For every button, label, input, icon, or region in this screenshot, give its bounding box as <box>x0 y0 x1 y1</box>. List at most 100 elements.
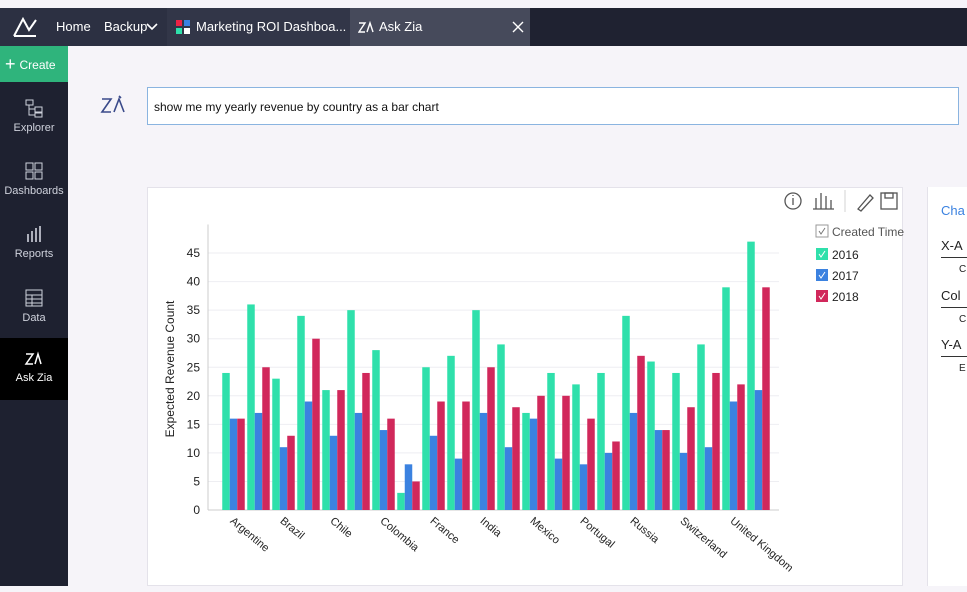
bar <box>697 344 705 510</box>
bar <box>647 361 655 510</box>
close-icon[interactable] <box>512 21 524 33</box>
legend-title-box <box>815 224 829 238</box>
bar <box>687 407 695 510</box>
chart-panel: Expected Revenue Count Created Time 0 5 10… <box>147 187 904 586</box>
x-tick-label: Colombia <box>378 515 422 555</box>
top-bar: Home Backup Marketing ROI Dashboa... Ask… <box>0 8 967 46</box>
active-tab-bg <box>350 8 530 46</box>
tab[interactable]: Ask Zia <box>379 19 423 34</box>
bar <box>222 372 230 510</box>
bar <box>237 418 245 510</box>
bar <box>537 395 545 510</box>
bar <box>387 418 395 510</box>
y-tick-label: 0 <box>193 503 200 517</box>
y-tick-label: 30 <box>187 332 201 346</box>
bar <box>472 310 480 510</box>
chart-type-icon[interactable] <box>813 193 834 210</box>
query-input[interactable]: show me my yearly revenue by country as … <box>147 87 959 125</box>
bar <box>722 287 730 510</box>
nav-label: Data <box>22 312 46 324</box>
bar <box>712 372 720 510</box>
x-tick-label: Russia <box>628 515 662 546</box>
nav-label: Explorer <box>13 122 55 134</box>
nav-label: Ask Zia <box>15 372 53 384</box>
bar <box>579 464 588 510</box>
bar <box>254 412 263 510</box>
bar <box>762 287 770 510</box>
legend-swatch <box>816 269 828 281</box>
save-icon[interactable] <box>880 192 898 210</box>
bar <box>297 315 305 510</box>
x-tick-label: United Kingdom <box>728 515 796 575</box>
bar <box>479 412 488 510</box>
side-section: Y-A <box>941 337 962 352</box>
y-tick-label: 15 <box>187 417 201 431</box>
tab[interactable]: Home <box>56 19 91 34</box>
legend-label: 2016 <box>832 248 859 262</box>
nav-ask-zia[interactable]: Ask Zia <box>0 338 68 400</box>
bar <box>597 372 605 510</box>
nav-data[interactable]: Data <box>0 278 68 340</box>
bar <box>512 407 520 510</box>
bar <box>362 372 370 510</box>
tab[interactable]: Backup <box>104 19 148 34</box>
bar <box>504 447 513 510</box>
x-tick-label: Argentine <box>228 515 272 554</box>
bar <box>429 435 438 510</box>
bar <box>612 441 620 510</box>
logo <box>13 16 37 37</box>
create-label: Create <box>19 58 56 72</box>
bar <box>372 350 380 510</box>
info-icon[interactable] <box>784 192 802 210</box>
y-tick-label: 25 <box>187 360 201 374</box>
x-tick-label: Switzerland <box>678 515 729 561</box>
nav-dashboards[interactable]: Dashboards <box>0 151 68 213</box>
sidebar: Explorer Dashboards Reports Data Ask Zia <box>0 46 68 586</box>
dropdown-icon <box>146 23 158 31</box>
bar <box>637 355 645 510</box>
y-tick-label: 5 <box>193 474 200 488</box>
toolbar <box>784 190 898 212</box>
bar <box>272 378 280 510</box>
x-tick-label: Mexico <box>528 515 562 547</box>
bar <box>737 384 745 510</box>
bar <box>672 372 680 510</box>
x-tick-label: Portugal <box>578 515 617 551</box>
side-section: Col <box>941 288 961 303</box>
edit-icon[interactable] <box>857 194 874 212</box>
rule <box>941 307 967 308</box>
nav-reports[interactable]: Reports <box>0 214 68 276</box>
create-button[interactable]: + Create <box>0 46 68 82</box>
bar <box>529 418 538 510</box>
bar <box>454 458 463 510</box>
bar <box>747 241 755 510</box>
bar <box>329 435 338 510</box>
legend-label: 2018 <box>832 290 859 304</box>
y-axis-label: Expected Revenue Count <box>163 300 177 437</box>
side-title: Cha <box>941 203 965 218</box>
bar <box>554 458 563 510</box>
y-tick-label: 20 <box>187 389 201 403</box>
bar <box>629 412 638 510</box>
bar <box>437 401 445 510</box>
nav-explorer[interactable]: Explorer <box>0 88 68 150</box>
y-tick-label: 35 <box>187 303 201 317</box>
bar <box>562 395 570 510</box>
bar <box>729 401 738 510</box>
bar <box>229 418 238 510</box>
legend-swatch <box>816 248 828 260</box>
legend-label: 2017 <box>832 269 859 283</box>
legend-title: Created Time <box>832 225 904 239</box>
dashboard-icon <box>176 20 190 34</box>
bar <box>304 401 313 510</box>
bar <box>379 430 388 510</box>
tab[interactable]: Marketing ROI Dashboa... <box>196 19 347 34</box>
bar <box>462 401 470 510</box>
legend-check <box>818 250 826 258</box>
bar <box>587 418 595 510</box>
x-tick-label: Brazil <box>278 515 307 542</box>
zia-logo <box>100 95 125 113</box>
bar <box>662 430 670 510</box>
side-item: E <box>959 363 966 374</box>
